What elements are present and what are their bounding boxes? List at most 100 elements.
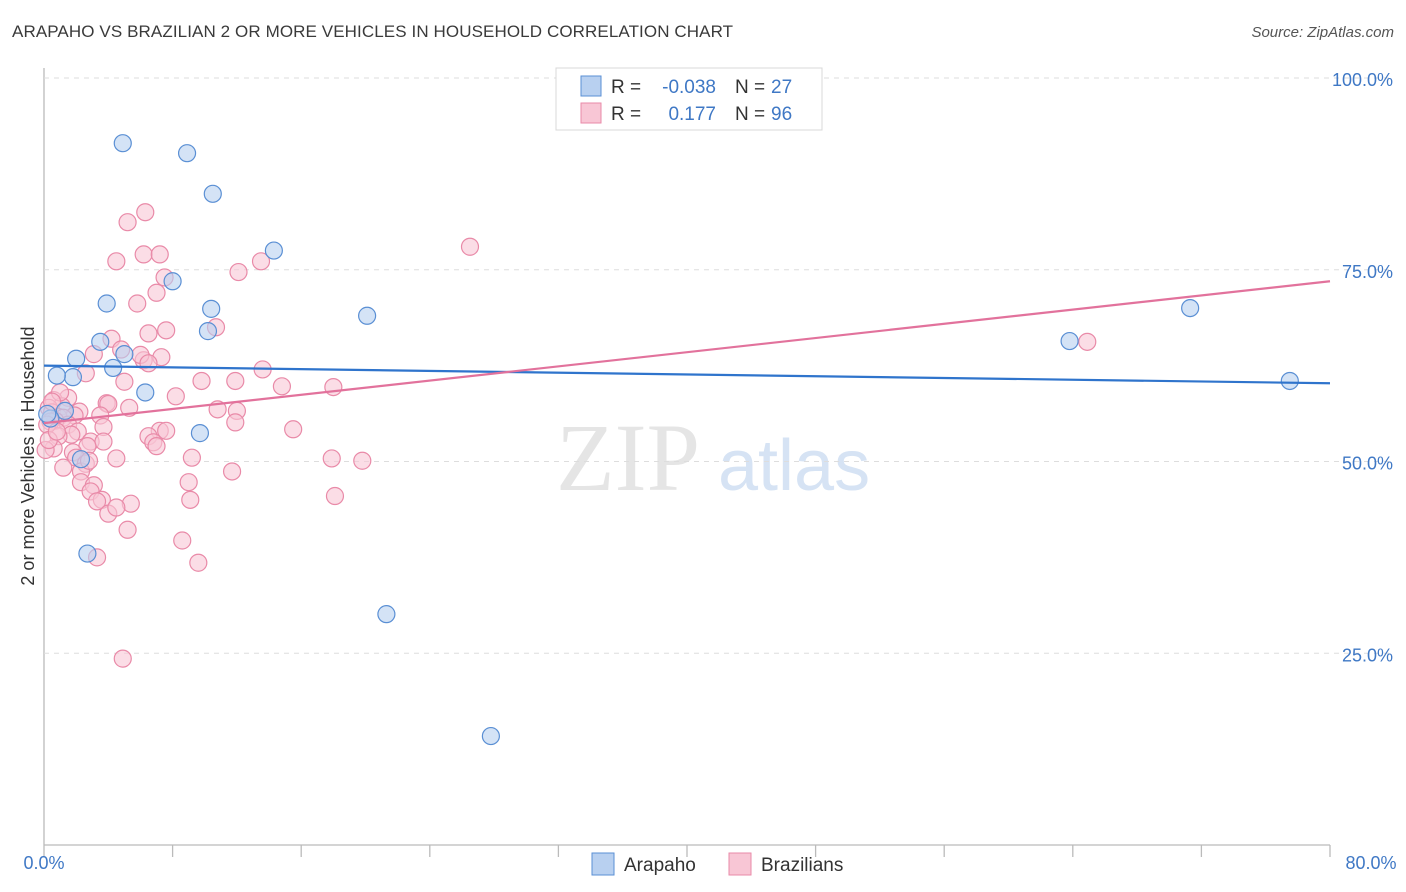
point-arapaho-6 — [202, 299, 221, 318]
point-arapaho-2 — [203, 184, 222, 203]
point-brazilians-81 — [107, 498, 126, 517]
point-brazilians-9 — [147, 283, 166, 302]
x-tick-label-min: 0.0% — [23, 853, 64, 873]
point-arapaho-13 — [63, 368, 83, 387]
point-brazilians-2 — [460, 237, 480, 256]
point-brazilians-57 — [94, 432, 113, 451]
series-arapaho — [38, 134, 1299, 746]
point-arapaho-21 — [377, 605, 396, 624]
point-brazilians-7 — [229, 262, 248, 282]
y-tick-label-100: 100.0% — [1332, 70, 1393, 90]
point-arapaho-26 — [38, 404, 57, 424]
y-axis-label: 2 or more Vehicles in Household — [18, 326, 38, 585]
y-tick-label-50: 50.0% — [1342, 454, 1393, 474]
bottom-legend: Arapaho Brazilians — [591, 852, 843, 876]
gridlines — [44, 77, 1390, 654]
legend-swatch-brazilians — [580, 102, 602, 124]
point-arapaho-0 — [113, 134, 132, 153]
point-brazilians-60 — [147, 437, 166, 456]
point-brazilians-86 — [113, 649, 132, 668]
bottom-legend-swatch-arapaho — [591, 852, 615, 876]
y-tick-label-25: 25.0% — [1342, 645, 1393, 665]
point-arapaho-23 — [1060, 331, 1079, 351]
point-arapaho-1 — [177, 144, 197, 163]
point-arapaho-5 — [97, 294, 116, 313]
point-brazilians-50 — [157, 421, 176, 440]
point-brazilians-6 — [251, 252, 271, 271]
point-brazilians-76 — [87, 492, 107, 511]
point-arapaho-20 — [78, 544, 97, 563]
source-label: Source: ZipAtlas.com — [1251, 24, 1394, 41]
point-brazilians-35 — [120, 398, 139, 417]
point-brazilians-25 — [272, 377, 292, 396]
point-arapaho-12 — [104, 358, 123, 378]
point-brazilians-82 — [118, 520, 137, 539]
point-brazilians-0 — [136, 203, 155, 222]
watermark-zip: ZIP — [556, 404, 700, 511]
legend-n-value-arapaho: 27 — [771, 77, 792, 98]
watermark-atlas: atlas — [718, 426, 870, 506]
point-brazilians-95 — [54, 458, 73, 477]
point-brazilians-10 — [128, 294, 147, 313]
point-brazilians-72 — [179, 473, 198, 492]
point-arapaho-14 — [47, 366, 66, 385]
point-arapaho-16 — [55, 401, 74, 420]
point-arapaho-3 — [264, 241, 283, 260]
point-brazilians-93 — [1078, 332, 1097, 351]
legend-r-value-arapaho: -0.038 — [662, 77, 716, 98]
point-brazilians-79 — [325, 486, 345, 506]
bottom-legend-label-arapaho: Arapaho — [624, 855, 696, 876]
legend: R = -0.038 N = 27 R = 0.177 N = 96 — [555, 67, 823, 131]
point-brazilians-47 — [226, 413, 245, 432]
point-arapaho-7 — [358, 306, 377, 325]
point-brazilians-24 — [226, 371, 245, 391]
point-brazilians-12 — [157, 321, 176, 340]
point-arapaho-11 — [67, 349, 86, 368]
legend-n-label-arapaho: N = — [735, 77, 765, 98]
point-brazilians-3 — [134, 245, 153, 264]
point-brazilians-64 — [182, 448, 201, 467]
point-brazilians-20 — [139, 354, 158, 373]
legend-r-value-brazilians: 0.177 — [668, 104, 716, 125]
point-arapaho-19 — [71, 450, 91, 469]
trendlines — [43, 280, 1331, 425]
point-arapaho-8 — [198, 322, 218, 341]
point-brazilians-23 — [192, 371, 211, 391]
point-brazilians-5 — [107, 252, 126, 271]
point-arapaho-15 — [136, 383, 155, 402]
point-brazilians-66 — [353, 451, 372, 470]
legend-r-label-arapaho: R = — [611, 77, 641, 98]
point-arapaho-25 — [1280, 371, 1299, 391]
x-tick-label-max: 80.0% — [1345, 853, 1396, 873]
point-brazilians-28 — [166, 387, 185, 406]
point-arapaho-10 — [115, 345, 134, 364]
point-arapaho-4 — [163, 272, 182, 291]
point-brazilians-51 — [284, 420, 303, 439]
point-brazilians-26 — [324, 378, 343, 397]
y-tick-label-75: 75.0% — [1342, 262, 1393, 282]
legend-n-label-brazilians: N = — [735, 104, 765, 125]
trendline-arapaho — [43, 364, 1331, 385]
bottom-legend-label-brazilians: Brazilians — [761, 855, 843, 876]
point-brazilians-85 — [189, 553, 208, 572]
point-brazilians-4 — [150, 245, 169, 264]
point-arapaho-9 — [91, 332, 110, 351]
legend-n-value-brazilians: 96 — [771, 104, 792, 125]
chart-title: ARAPAHO VS BRAZILIAN 2 OR MORE VEHICLES … — [12, 22, 734, 41]
y-tick-labels: 25.0% 50.0% 75.0% 100.0% — [1332, 70, 1393, 665]
point-brazilians-70 — [222, 462, 242, 481]
point-brazilians-65 — [322, 449, 341, 468]
bottom-legend-swatch-brazilians — [728, 852, 752, 876]
legend-r-label-brazilians: R = — [611, 104, 641, 125]
point-brazilians-13 — [139, 324, 158, 343]
point-brazilians-78 — [181, 490, 200, 509]
point-brazilians-83 — [173, 531, 192, 550]
trendline-brazilians — [43, 280, 1331, 425]
point-brazilians-67 — [107, 449, 126, 468]
point-brazilians-27 — [115, 372, 134, 391]
point-arapaho-24 — [1181, 299, 1200, 318]
point-arapaho-22 — [481, 726, 500, 746]
point-arapaho-18 — [190, 424, 210, 443]
x-ticks — [43, 845, 1331, 857]
